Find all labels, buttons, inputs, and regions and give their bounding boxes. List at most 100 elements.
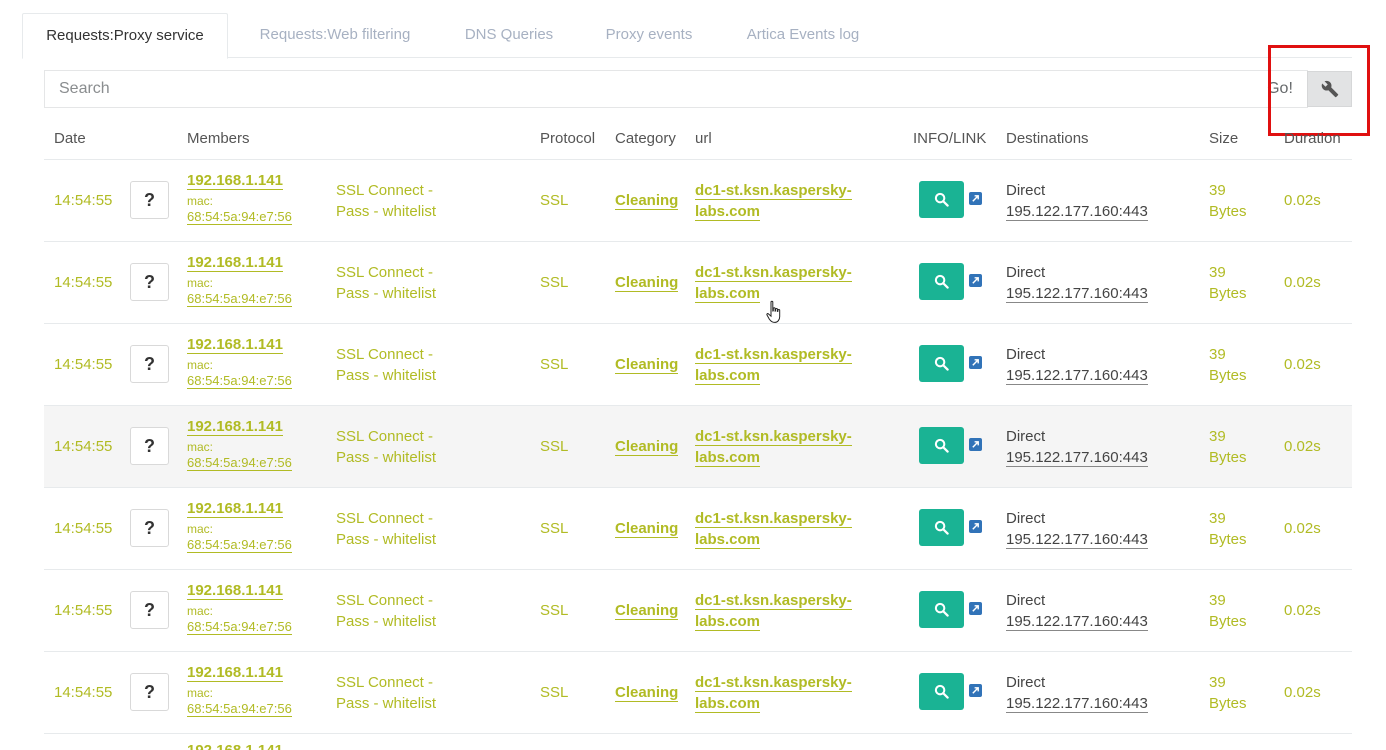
rule-line-2: Pass - whitelist — [336, 613, 437, 630]
category-link[interactable]: Cleaning — [615, 684, 679, 702]
tab-requests-proxy-service[interactable]: Requests:Proxy service — [22, 13, 228, 59]
duration-cell: 0.02s — [1284, 684, 1321, 701]
category-link[interactable]: Cleaning — [615, 438, 679, 456]
info-search-button[interactable] — [919, 263, 964, 300]
external-link-icon[interactable] — [969, 684, 982, 697]
header-category[interactable]: Category — [615, 130, 676, 147]
size-cell: 39 Bytes — [1209, 508, 1247, 550]
destination-address-link[interactable]: 195.122.177.160:443 — [1006, 203, 1148, 221]
info-search-button[interactable] — [919, 181, 964, 218]
destination-address-link[interactable]: 195.122.177.160:443 — [1006, 449, 1148, 467]
search-icon — [934, 192, 949, 207]
search-input[interactable] — [44, 70, 1254, 108]
query-button[interactable]: ? — [130, 509, 169, 547]
size-cell: 39 Bytes — [1209, 672, 1247, 714]
header-duration[interactable]: Duration — [1284, 130, 1341, 147]
tools-button[interactable] — [1307, 71, 1352, 107]
member-mac-link[interactable]: 68:54:5a:94:e7:56 — [187, 619, 292, 636]
row-time: 14:54:55 — [54, 274, 113, 291]
destination-type: Direct — [1006, 346, 1046, 363]
url-link[interactable]: dc1-st.ksn.kaspersky- labs.com — [695, 508, 852, 550]
url-link[interactable]: dc1-st.ksn.kaspersky- labs.com — [695, 672, 852, 714]
external-link-icon[interactable] — [969, 602, 982, 615]
tab-requests-web-filtering[interactable]: Requests:Web filtering — [259, 26, 411, 43]
partial-row-ip[interactable]: 192.168.1.141 — [187, 742, 283, 750]
info-search-button[interactable] — [919, 509, 964, 546]
query-button[interactable]: ? — [130, 263, 169, 301]
table-header: Date Members Protocol Category url INFO/… — [44, 118, 1352, 160]
tab-artica-events-log[interactable]: Artica Events log — [746, 26, 860, 43]
rule-line-1: SSL Connect - — [336, 510, 433, 527]
external-link-icon[interactable] — [969, 520, 982, 533]
info-search-button[interactable] — [919, 673, 964, 710]
header-protocol[interactable]: Protocol — [540, 130, 596, 147]
header-size[interactable]: Size — [1209, 130, 1239, 147]
member-ip-link[interactable]: 192.168.1.141 — [187, 172, 283, 190]
size-unit: Bytes — [1209, 613, 1247, 630]
info-search-button[interactable] — [919, 591, 964, 628]
destination-address-link[interactable]: 195.122.177.160:443 — [1006, 367, 1148, 385]
info-search-button[interactable] — [919, 345, 964, 382]
destination-address-link[interactable]: 195.122.177.160:443 — [1006, 613, 1148, 631]
category-link[interactable]: Cleaning — [615, 602, 679, 620]
member-mac-link[interactable]: 68:54:5a:94:e7:56 — [187, 701, 292, 718]
url-link[interactable]: dc1-st.ksn.kaspersky- labs.com — [695, 344, 852, 386]
tab-dns-queries[interactable]: DNS Queries — [464, 26, 554, 43]
member-cell: 192.168.1.141 mac: 68:54:5a:94:e7:56 — [187, 500, 292, 554]
destination-address-link[interactable]: 195.122.177.160:443 — [1006, 531, 1148, 549]
category-link[interactable]: Cleaning — [615, 520, 679, 538]
url-link[interactable]: dc1-st.ksn.kaspersky- labs.com — [695, 426, 852, 468]
external-link-icon[interactable] — [969, 274, 982, 287]
member-mac-link[interactable]: 68:54:5a:94:e7:56 — [187, 373, 292, 390]
query-button[interactable]: ? — [130, 427, 169, 465]
destination-address-link[interactable]: 195.122.177.160:443 — [1006, 695, 1148, 713]
external-link-icon[interactable] — [969, 438, 982, 451]
member-mac-link[interactable]: 68:54:5a:94:e7:56 — [187, 291, 292, 308]
member-ip-link[interactable]: 192.168.1.141 — [187, 418, 283, 436]
query-button[interactable]: ? — [130, 591, 169, 629]
category-link[interactable]: Cleaning — [615, 274, 679, 292]
duration-cell: 0.02s — [1284, 602, 1321, 619]
query-button[interactable]: ? — [130, 345, 169, 383]
info-search-button[interactable] — [919, 427, 964, 464]
url-link[interactable]: dc1-st.ksn.kaspersky- labs.com — [695, 180, 852, 222]
query-button[interactable]: ? — [130, 673, 169, 711]
size-value: 39 — [1209, 592, 1226, 609]
category-link[interactable]: Cleaning — [615, 356, 679, 374]
table-row: 14:54:55 ? 192.168.1.141 mac: 68:54:5a:9… — [44, 242, 1352, 324]
member-cell: 192.168.1.141 mac: 68:54:5a:94:e7:56 — [187, 582, 292, 636]
query-button[interactable]: ? — [130, 181, 169, 219]
header-info-link[interactable]: INFO/LINK — [913, 130, 987, 147]
member-ip-link[interactable]: 192.168.1.141 — [187, 500, 283, 518]
mac-label: mac: — [187, 604, 214, 618]
external-link-icon[interactable] — [969, 356, 982, 369]
member-ip-link[interactable]: 192.168.1.141 — [187, 336, 283, 354]
member-mac-link[interactable]: 68:54:5a:94:e7:56 — [187, 537, 292, 554]
size-value: 39 — [1209, 182, 1226, 199]
table-row: 14:54:55 ? 192.168.1.141 mac: 68:54:5a:9… — [44, 324, 1352, 406]
url-link[interactable]: dc1-st.ksn.kaspersky- labs.com — [695, 262, 852, 304]
header-destinations[interactable]: Destinations — [1006, 130, 1089, 147]
tab-bar: Requests:Proxy service Requests:Web filt… — [22, 13, 1352, 59]
destination-type: Direct — [1006, 592, 1046, 609]
tab-proxy-events[interactable]: Proxy events — [605, 26, 693, 43]
header-members[interactable]: Members — [187, 130, 250, 147]
url-link[interactable]: dc1-st.ksn.kaspersky- labs.com — [695, 590, 852, 632]
go-button[interactable]: Go! — [1253, 70, 1308, 108]
member-mac-link[interactable]: 68:54:5a:94:e7:56 — [187, 209, 292, 226]
header-date[interactable]: Date — [54, 130, 86, 147]
size-unit: Bytes — [1209, 285, 1247, 302]
member-mac-link[interactable]: 68:54:5a:94:e7:56 — [187, 455, 292, 472]
url-line-2: labs.com — [695, 449, 761, 467]
member-ip-link[interactable]: 192.168.1.141 — [187, 254, 283, 272]
rule-cell: SSL Connect - Pass - whitelist — [336, 508, 456, 550]
size-cell: 39 Bytes — [1209, 180, 1247, 222]
member-cell: 192.168.1.141 mac: 68:54:5a:94:e7:56 — [187, 254, 292, 308]
external-link-icon[interactable] — [969, 192, 982, 205]
search-icon — [934, 438, 949, 453]
member-ip-link[interactable]: 192.168.1.141 — [187, 664, 283, 682]
header-url[interactable]: url — [695, 130, 712, 147]
member-ip-link[interactable]: 192.168.1.141 — [187, 582, 283, 600]
category-link[interactable]: Cleaning — [615, 192, 679, 210]
destination-address-link[interactable]: 195.122.177.160:443 — [1006, 285, 1148, 303]
